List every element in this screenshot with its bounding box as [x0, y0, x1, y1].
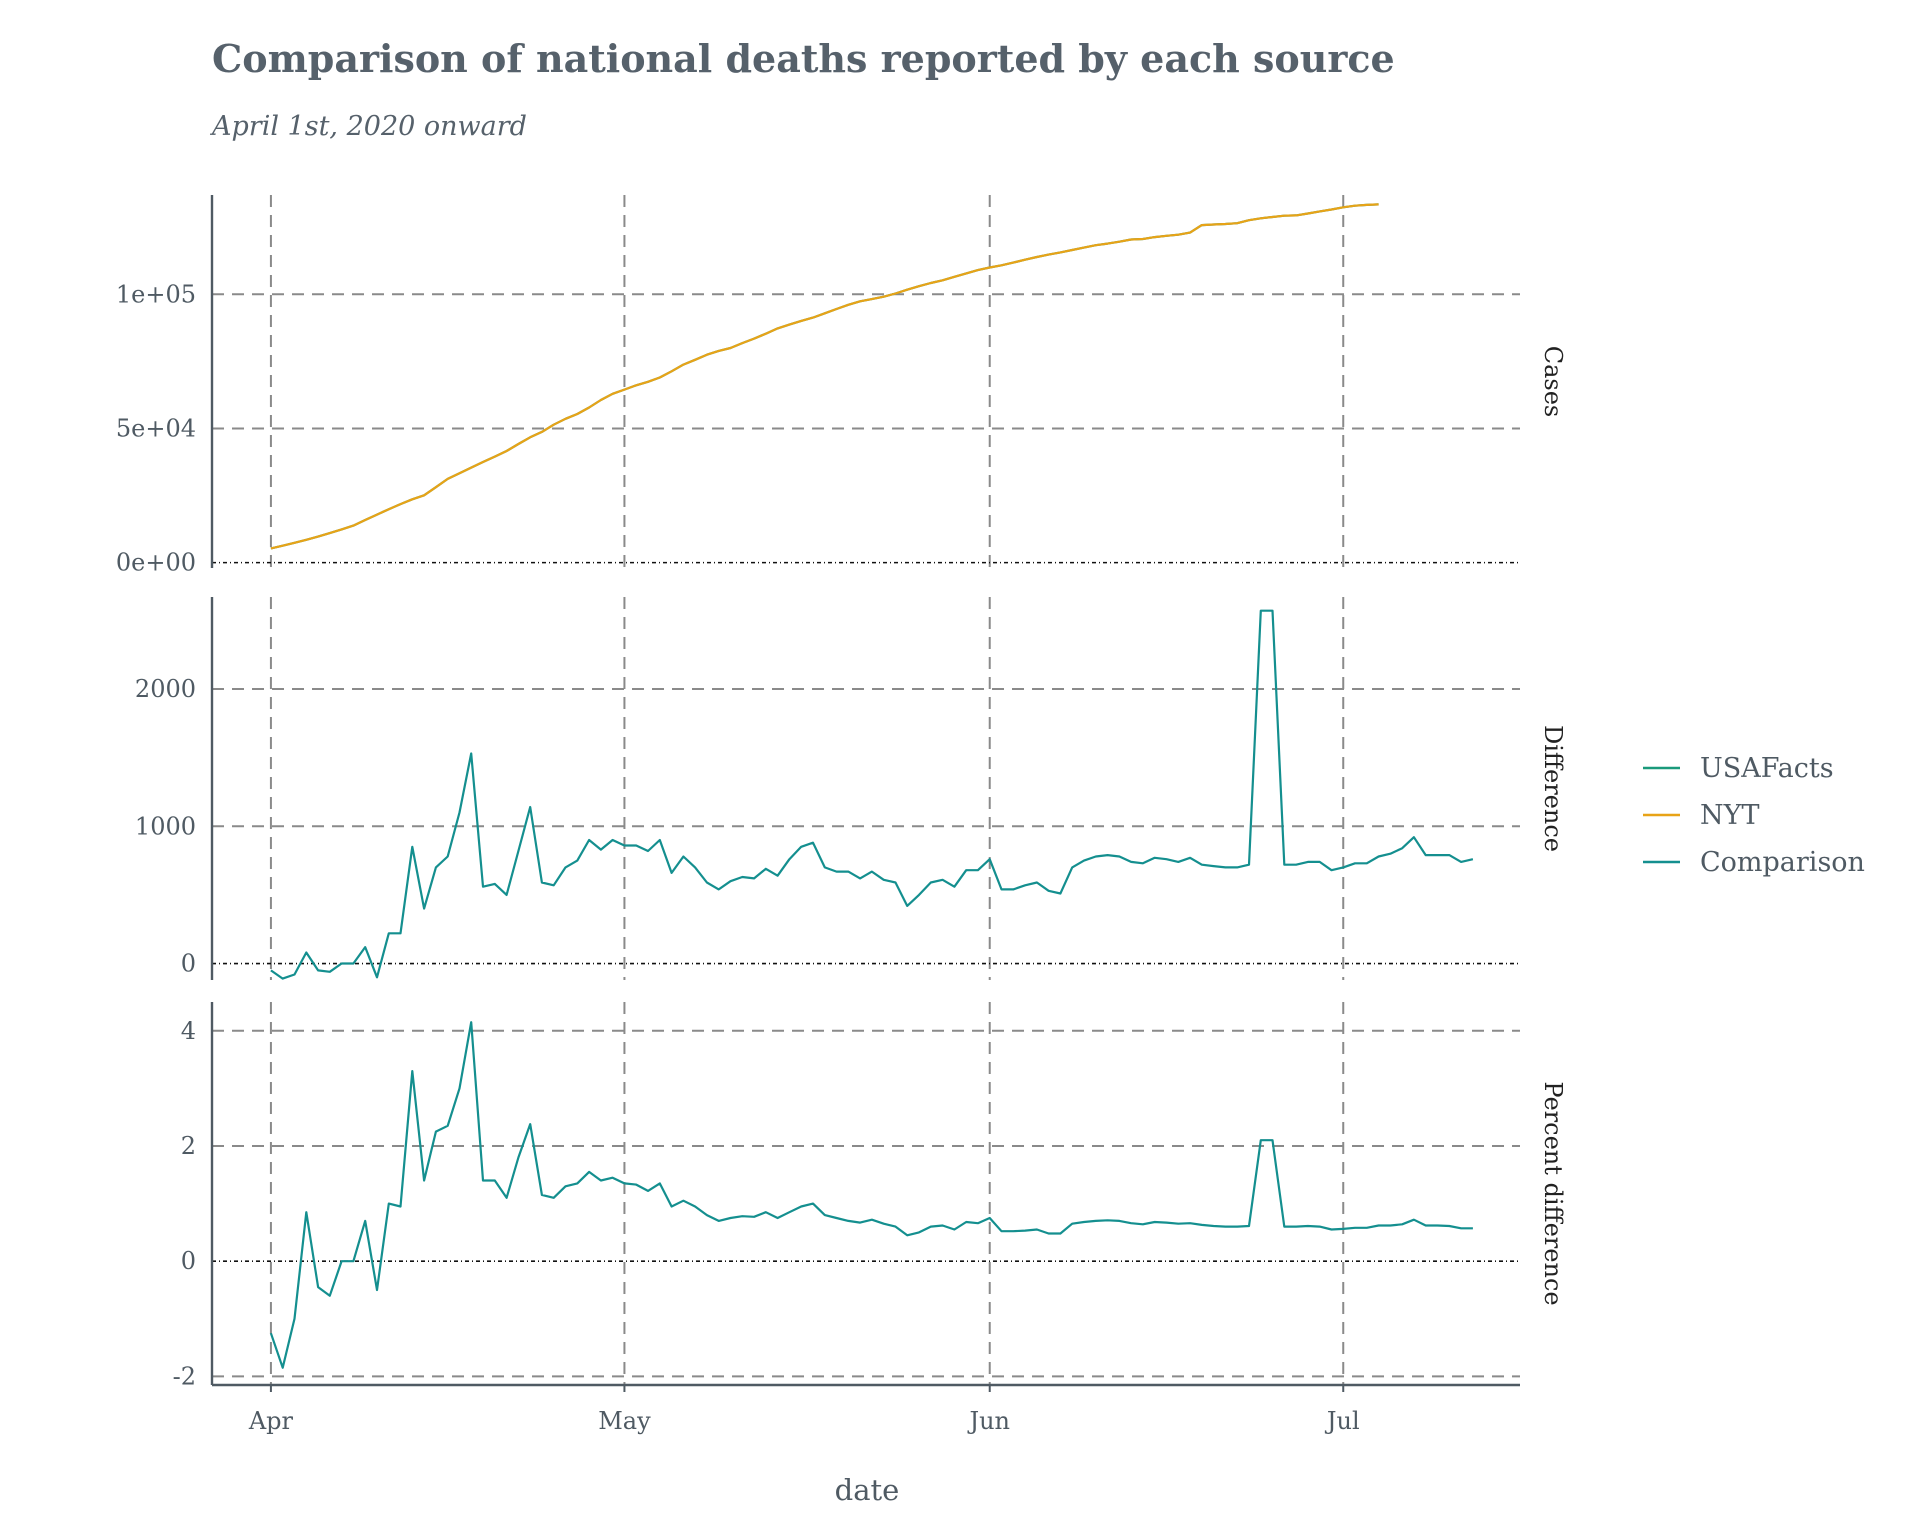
y-tick-label: 2: [181, 1132, 196, 1160]
legend: USAFacts NYT Comparison: [1643, 753, 1865, 878]
panel-cases: 0e+00 5e+04 1e+05 Cases: [116, 195, 1567, 577]
series-line-comparison: [269, 1021, 1473, 1369]
series-line-usafacts: [270, 203, 1379, 550]
y-tick-label: 1e+05: [116, 280, 196, 308]
panel-difference: 0 1000 2000 Difference: [135, 597, 1567, 980]
x-axis-title: date: [835, 1473, 900, 1507]
y-tick-label: 0: [181, 950, 196, 978]
facet-strip-label: Percent difference: [1539, 1081, 1567, 1305]
y-tick-label: 0e+00: [116, 549, 196, 577]
panel-percent-difference: -2 0 2 4 Percent difference: [173, 1002, 1567, 1390]
legend-label-nyt: NYT: [1700, 800, 1759, 831]
x-tick-label: Jul: [1324, 1407, 1360, 1435]
y-tick-label: 5e+04: [116, 414, 196, 442]
y-tick-label: 1000: [135, 812, 196, 840]
facet-strip-label: Cases: [1539, 346, 1567, 418]
chart-title: Comparison of national deaths reported b…: [212, 36, 1395, 81]
facet-strip-label: Difference: [1539, 725, 1567, 852]
legend-label-usafacts: USAFacts: [1700, 753, 1834, 784]
chart-subtitle: April 1st, 2020 onward: [209, 111, 527, 142]
legend-label-comparison: Comparison: [1700, 847, 1865, 878]
y-tick-label: 0: [181, 1247, 196, 1275]
y-tick-label: -2: [173, 1362, 196, 1390]
series-line-comparison: [270, 609, 1474, 980]
series-line-nyt: [270, 203, 1379, 550]
y-tick-label: 4: [181, 1017, 196, 1045]
x-tick-label: May: [598, 1407, 651, 1435]
x-tick-label: Apr: [248, 1407, 294, 1435]
x-axis: Apr May Jun Jul: [212, 1383, 1520, 1435]
x-tick-label: Jun: [966, 1407, 1010, 1435]
facet-panels: 0e+00 5e+04 1e+05 Cases 0 1000 2000 Difference -…: [116, 195, 1567, 1390]
y-tick-label: 2000: [135, 675, 196, 703]
